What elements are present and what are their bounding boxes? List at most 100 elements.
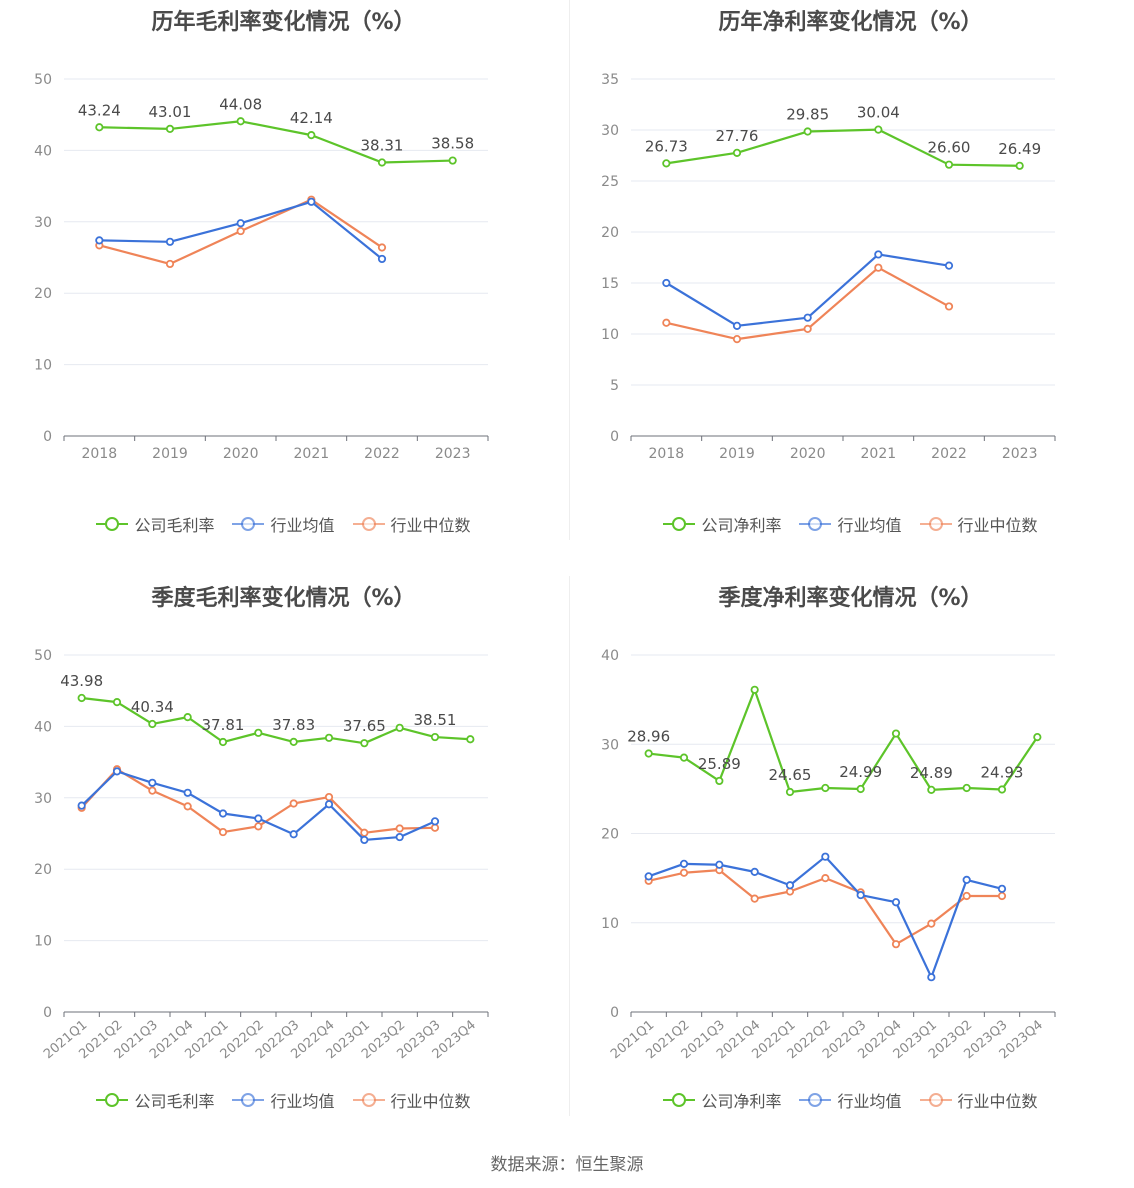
data-point xyxy=(750,685,759,694)
data-label: 25.89 xyxy=(698,755,741,773)
data-point xyxy=(148,719,157,729)
data-point xyxy=(715,776,724,786)
y-tick-label: 10 xyxy=(601,327,619,343)
data-point xyxy=(944,160,954,169)
data-label: 37.83 xyxy=(272,716,315,734)
data-point xyxy=(732,334,742,344)
data-point xyxy=(430,823,440,832)
legend-item[interactable]: 行业均值 xyxy=(799,512,902,536)
legend-label: 公司净利率 xyxy=(701,516,782,535)
legend-item[interactable]: 公司净利率 xyxy=(663,1088,781,1112)
legend-swatch-icon xyxy=(663,1092,696,1108)
legend-label: 行业均值 xyxy=(837,1092,902,1111)
data-point xyxy=(962,891,971,901)
data-point xyxy=(95,123,104,132)
data-label: 26.73 xyxy=(645,137,688,155)
y-tick-label: 35 xyxy=(601,72,619,88)
data-point xyxy=(360,835,369,845)
legend-swatch-icon xyxy=(919,1092,952,1108)
data-point xyxy=(997,884,1007,893)
data-point xyxy=(715,860,724,869)
data-label: 30.04 xyxy=(857,104,900,122)
data-point xyxy=(289,737,298,746)
data-point xyxy=(148,786,157,795)
data-point xyxy=(254,814,263,823)
legend-item[interactable]: 行业中位数 xyxy=(919,1088,1038,1112)
data-point xyxy=(750,894,759,903)
data-point xyxy=(856,784,865,794)
x-tick-label: 2023 xyxy=(435,446,471,462)
legend-circle-icon xyxy=(808,1093,823,1107)
data-point xyxy=(927,973,936,982)
legend-swatch-icon xyxy=(799,516,832,532)
legend-label: 行业均值 xyxy=(837,516,902,535)
data-point xyxy=(377,158,387,167)
y-tick-label: 5 xyxy=(610,378,619,394)
x-tick-label: 2023 xyxy=(1002,446,1038,462)
legend-label: 行业中位数 xyxy=(390,516,471,535)
legend-swatch-icon xyxy=(96,516,129,532)
data-point xyxy=(662,318,671,327)
legend-circle-icon xyxy=(672,1093,687,1107)
data-point xyxy=(662,159,671,168)
data-label: 24.93 xyxy=(981,763,1024,781)
data-label: 26.49 xyxy=(998,140,1041,158)
legend-item[interactable]: 行业均值 xyxy=(799,1088,902,1112)
y-tick-label: 20 xyxy=(34,286,52,302)
legend-item[interactable]: 行业中位数 xyxy=(352,1088,471,1112)
data-point xyxy=(165,237,175,246)
data-point xyxy=(395,824,404,833)
chart-svg: 010203040502021Q12021Q22021Q32021Q42022Q… xyxy=(34,648,489,1062)
legend-item[interactable]: 公司毛利率 xyxy=(96,1088,214,1112)
legend-label: 公司毛利率 xyxy=(134,1092,215,1111)
data-point xyxy=(997,785,1007,794)
legend-item[interactable]: 行业中位数 xyxy=(352,512,471,536)
legend-circle-icon xyxy=(105,1093,120,1107)
y-tick-label: 0 xyxy=(43,429,52,445)
data-point xyxy=(77,693,86,703)
data-point xyxy=(644,749,653,758)
data-point xyxy=(430,817,440,826)
data-label: 42.14 xyxy=(290,109,333,127)
data-point xyxy=(448,156,457,165)
legend-item[interactable]: 行业中位数 xyxy=(919,512,1038,536)
data-label: 38.31 xyxy=(361,136,404,154)
legend-label: 行业中位数 xyxy=(957,1092,1038,1111)
legend-item[interactable]: 公司净利率 xyxy=(663,512,781,536)
data-label: 43.01 xyxy=(149,103,192,121)
data-point xyxy=(891,940,901,949)
y-tick-label: 15 xyxy=(601,276,619,292)
x-tick-label: 2019 xyxy=(719,446,755,462)
data-point xyxy=(377,243,387,252)
legend-swatch-icon xyxy=(232,516,265,532)
legend-swatch-icon xyxy=(919,516,952,532)
data-label: 28.96 xyxy=(627,728,670,746)
data-label: 40.34 xyxy=(131,698,174,716)
legend-item[interactable]: 行业均值 xyxy=(232,512,335,536)
data-point xyxy=(750,867,759,876)
legend-item[interactable]: 公司毛利率 xyxy=(96,512,214,536)
data-point xyxy=(165,124,175,134)
data-label: 44.08 xyxy=(219,95,262,113)
y-tick-label: 50 xyxy=(34,72,52,88)
y-tick-label: 10 xyxy=(601,916,619,932)
data-point xyxy=(732,321,742,330)
y-tick-label: 25 xyxy=(601,174,619,190)
legend-circle-icon xyxy=(928,1093,943,1107)
data-label: 24.99 xyxy=(839,763,882,781)
data-point xyxy=(874,250,883,259)
data-point xyxy=(324,733,334,742)
data-point xyxy=(803,313,812,322)
data-point xyxy=(466,735,475,744)
data-point xyxy=(112,767,122,776)
legend-item[interactable]: 行业均值 xyxy=(232,1088,335,1112)
legend-swatch-icon xyxy=(352,1092,385,1108)
legend-circle-icon xyxy=(361,1093,376,1107)
data-point xyxy=(360,739,369,748)
legend-label: 公司毛利率 xyxy=(134,516,215,535)
legend: 公司净利率 行业均值 行业中位数 xyxy=(567,1088,1134,1112)
data-point xyxy=(289,830,298,839)
data-point xyxy=(77,801,86,810)
data-point xyxy=(821,783,830,793)
data-point xyxy=(662,278,671,288)
